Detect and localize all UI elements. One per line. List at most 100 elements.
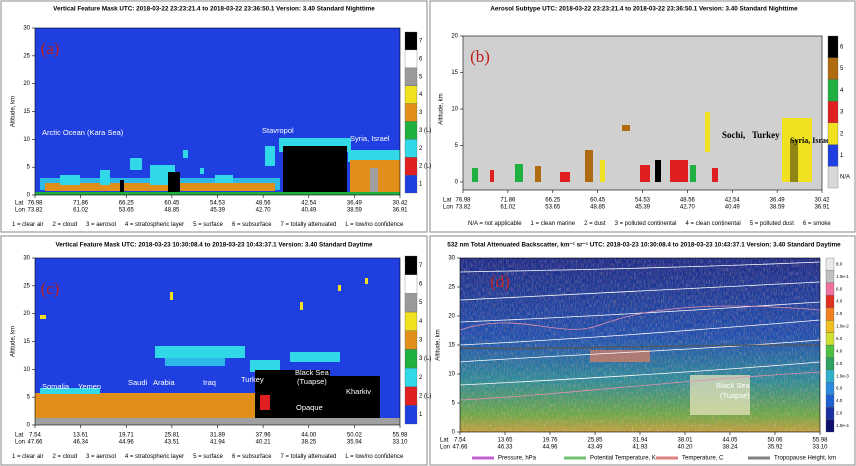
legend-entry: 3 = polluted continental (615, 221, 677, 227)
colorbar-label: 4 (419, 92, 423, 98)
lon-value: 40.49 (725, 205, 741, 211)
lat-value: 37.96 (256, 433, 272, 439)
legend-entry: 6 = subsurface (232, 222, 272, 228)
annotation: Syria, Israel (790, 136, 833, 145)
lat-value: 50.02 (347, 433, 363, 439)
lon-value: 53.65 (119, 208, 135, 214)
colorbar-swatch (827, 79, 839, 102)
panel-title: 532 nm Total Attenuated Backscatter, km⁻… (447, 242, 841, 249)
y-tick-label: 20 (448, 314, 455, 320)
colorbar-label: N/A (840, 175, 850, 181)
legend-swatch (564, 456, 586, 460)
lon-value: 61.02 (73, 208, 89, 214)
legend: 1 = clear air 2 = cloud 3 = aerosol 4 = str… (12, 454, 404, 460)
lat-value: 48.56 (680, 198, 696, 204)
colorbar-label: 8.0 (836, 261, 843, 266)
lon-label: Lon (15, 208, 25, 214)
colorbar-swatch (404, 49, 418, 68)
lon-value: 35.94 (347, 440, 363, 446)
panel-label: (b) (470, 47, 490, 66)
annotation: (Tuapse) (720, 391, 750, 400)
colorbar-label: 3 (419, 110, 423, 116)
y-axis-label: Altitude, km (439, 93, 445, 124)
legend-entry: 5 = surface (193, 222, 224, 228)
colorbar-swatch (827, 100, 839, 124)
colorbar-label: 4.0 (836, 348, 843, 353)
colorbar-swatch (404, 67, 418, 86)
legend-entry: 4 = clean continental (685, 221, 740, 227)
colorbar-swatch (404, 103, 418, 122)
colorbar-label: 6 (419, 56, 423, 62)
colorbar-swatch (404, 349, 418, 369)
legend-entry: 4 = stratospheric layer (125, 454, 184, 460)
colorbar-swatch (404, 139, 418, 158)
lon-value: 73.82 (455, 205, 471, 211)
colorbar-swatch (404, 386, 418, 406)
y-tick-label: 10 (23, 367, 30, 373)
colorbar-label: 2.0 (836, 361, 843, 366)
lon-value: 48.85 (164, 208, 180, 214)
lat-value: 44.05 (722, 438, 738, 444)
colorbar-swatch (825, 282, 835, 296)
legend-entry: 7 = totally attenuated (281, 222, 337, 228)
colorbar-label: 7 (419, 39, 423, 45)
colorbar-swatch (827, 57, 839, 80)
colorbar-label: 3 (L) (419, 128, 431, 134)
lat-label: Lat (443, 198, 452, 204)
annotation: Yemen (78, 382, 101, 391)
lon-value: 36.91 (392, 208, 408, 214)
lon-label: Lon (440, 445, 450, 451)
panel-frame (429, 0, 856, 233)
panel-frame (0, 235, 428, 466)
lat-value: 36.49 (347, 201, 363, 207)
colorbar-swatch (827, 144, 839, 167)
lon-value: 38.59 (770, 205, 786, 211)
lon-value: 43.51 (164, 440, 180, 446)
lon-value: 42.70 (256, 208, 272, 214)
colorbar-swatch (825, 406, 835, 420)
colorbar-swatch (825, 295, 835, 308)
legend-entry: 1 = clean marine (531, 221, 576, 227)
panel-label: (a) (41, 39, 60, 58)
lat-value: 38.01 (677, 438, 693, 444)
lon-value: 73.82 (27, 208, 43, 214)
colorbar-label: 2 (L) (419, 394, 431, 400)
colorbar-label: 1.0e-4 (836, 423, 849, 428)
lat-value: 54.53 (210, 201, 226, 207)
colorbar-swatch (404, 31, 418, 51)
lon-value: 40.20 (677, 445, 693, 451)
colorbar-label: 4 (419, 319, 423, 325)
annotation: Opaque (296, 403, 323, 412)
curtain-image (459, 258, 821, 432)
legend-entry: 5 = surface (193, 454, 224, 460)
legend-entry: 5 = polluted dust (750, 221, 795, 227)
colorbar-swatch (404, 274, 418, 294)
lon-value: 38.25 (301, 440, 317, 446)
colorbar-swatch (825, 307, 835, 321)
lat-value: 19.76 (542, 438, 558, 444)
colorbar-swatch (404, 85, 418, 104)
legend-entry: 2 = cloud (53, 222, 78, 228)
lat-value: 25.81 (164, 433, 180, 439)
lon-label: Lon (15, 440, 25, 446)
lon-value: 42.70 (680, 205, 696, 211)
lon-value: 43.49 (587, 445, 603, 451)
colorbar-label: 1 (840, 153, 844, 159)
lat-value: 36.49 (770, 198, 786, 204)
colorbar-swatch (404, 405, 418, 425)
legend-entry: 6 = subsurface (232, 454, 272, 460)
y-tick-label: 25 (23, 283, 30, 289)
legend: N/A = not applicable 1 = clean marine 2 = … (468, 221, 831, 227)
panel-title: Aerosol Subtype UTC: 2018-03-22 23:23:21… (490, 6, 798, 13)
y-tick-label: 15 (23, 109, 30, 115)
colorbar-swatch (825, 394, 835, 408)
colorbar-label: 6.0 (836, 336, 843, 341)
colorbar-swatch (825, 257, 835, 271)
colorbar-swatch (825, 319, 835, 333)
panel-title: Vertical Feature Mask UTC: 2018-03-22 23… (53, 6, 375, 13)
colorbar-label: 5 (419, 74, 423, 80)
colorbar-label: 6 (419, 282, 423, 288)
legend-entry: 2 = dust (584, 221, 606, 227)
lon-value: 45.39 (635, 205, 651, 211)
y-tick-label: 10 (23, 137, 30, 143)
